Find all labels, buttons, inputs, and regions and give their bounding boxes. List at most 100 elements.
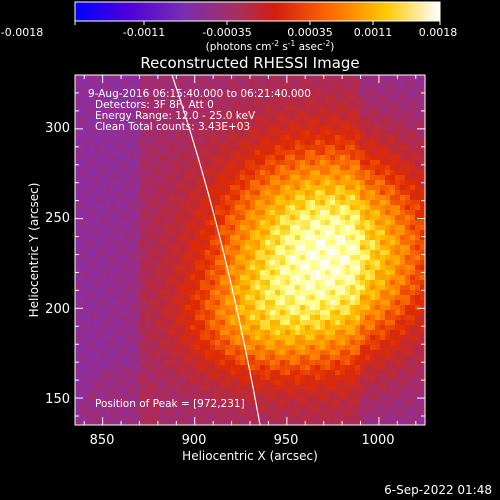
heatmap-cell (165, 285, 171, 291)
heatmap-cell (95, 230, 101, 236)
heatmap-cell (340, 400, 346, 406)
heatmap-cell (280, 160, 286, 166)
heatmap-cell (115, 395, 121, 401)
heatmap-cell (240, 375, 246, 381)
heatmap-cell (160, 405, 166, 411)
heatmap-cell (280, 140, 286, 146)
heatmap-cell (230, 255, 236, 261)
heatmap-cell (265, 185, 271, 191)
heatmap-cell (145, 100, 151, 106)
heatmap-cell (215, 405, 221, 411)
heatmap-cell (175, 85, 181, 91)
heatmap-cell (195, 355, 201, 361)
heatmap-cell (175, 340, 181, 346)
heatmap-cell (225, 255, 231, 261)
heatmap-cell (220, 390, 226, 396)
heatmap-cell (195, 395, 201, 401)
heatmap-cell (270, 230, 276, 236)
heatmap-cell (95, 350, 101, 356)
heatmap-cell (240, 220, 246, 226)
heatmap-cell (105, 235, 111, 241)
heatmap-cell (315, 275, 321, 281)
heatmap-cell (420, 390, 425, 396)
heatmap-cell (235, 200, 241, 206)
heatmap-cell (235, 80, 241, 86)
heatmap-cell (270, 75, 276, 81)
heatmap-cell (325, 170, 331, 176)
heatmap-cell (250, 115, 256, 121)
heatmap-cell (355, 130, 361, 136)
heatmap-cell (155, 410, 161, 416)
heatmap-cell (380, 390, 386, 396)
heatmap-cell (285, 95, 291, 101)
heatmap-cell (380, 400, 386, 406)
heatmap-cell (320, 270, 326, 276)
heatmap-cell (115, 300, 121, 306)
heatmap-cell (170, 355, 176, 361)
heatmap-cell (420, 145, 425, 151)
heatmap-cell (370, 155, 376, 161)
heatmap-cell (375, 200, 381, 206)
heatmap-cell (200, 345, 206, 351)
heatmap-cell (210, 185, 216, 191)
heatmap-cell (130, 155, 136, 161)
heatmap-cell (130, 215, 136, 221)
heatmap-cell (255, 375, 261, 381)
heatmap-cell (125, 195, 131, 201)
heatmap-cell (100, 310, 106, 316)
heatmap-cell (100, 405, 106, 411)
heatmap-cell (390, 195, 396, 201)
heatmap-cell (300, 285, 306, 291)
heatmap-cell (170, 390, 176, 396)
heatmap-cell (380, 125, 386, 131)
heatmap-cell (305, 275, 311, 281)
heatmap-cell (420, 160, 425, 166)
heatmap-cell (245, 105, 251, 111)
heatmap-cell (165, 95, 171, 101)
heatmap-cell (115, 200, 121, 206)
heatmap-cell (130, 75, 136, 81)
heatmap-cell (145, 365, 151, 371)
heatmap-cell (285, 90, 291, 96)
heatmap-cell (360, 175, 366, 181)
heatmap-cell (135, 105, 141, 111)
heatmap-cell (220, 275, 226, 281)
heatmap-cell (145, 385, 151, 391)
heatmap-cell (100, 260, 106, 266)
heatmap-cell (120, 365, 126, 371)
heatmap-cell (370, 80, 376, 86)
heatmap-cell (270, 305, 276, 311)
heatmap-cell (285, 285, 291, 291)
heatmap-cell (230, 75, 236, 81)
heatmap-cell (90, 285, 96, 291)
heatmap-cell (310, 155, 316, 161)
heatmap-cell (145, 165, 151, 171)
heatmap-cell (310, 225, 316, 231)
heatmap-cell (290, 295, 296, 301)
heatmap-cell (395, 380, 401, 386)
heatmap-cell (350, 120, 356, 126)
heatmap-cell (180, 395, 186, 401)
heatmap-cell (80, 240, 86, 246)
heatmap-cell (295, 245, 301, 251)
heatmap-cell (175, 150, 181, 156)
heatmap-cell (230, 300, 236, 306)
heatmap-cell (420, 265, 425, 271)
heatmap-cell (235, 205, 241, 211)
heatmap-cell (155, 130, 161, 136)
heatmap-cell (85, 390, 91, 396)
heatmap-cell (85, 80, 91, 86)
heatmap-cell (130, 390, 136, 396)
heatmap-cell (135, 310, 141, 316)
heatmap-cell (170, 110, 176, 116)
heatmap-cell (245, 330, 251, 336)
heatmap-cell (255, 220, 261, 226)
heatmap-cell (290, 360, 296, 366)
heatmap-cell (245, 205, 251, 211)
heatmap-cell (355, 115, 361, 121)
heatmap-cell (140, 300, 146, 306)
heatmap-cell (165, 115, 171, 121)
heatmap-cell (160, 345, 166, 351)
heatmap-cell (170, 310, 176, 316)
heatmap-cell (180, 250, 186, 256)
